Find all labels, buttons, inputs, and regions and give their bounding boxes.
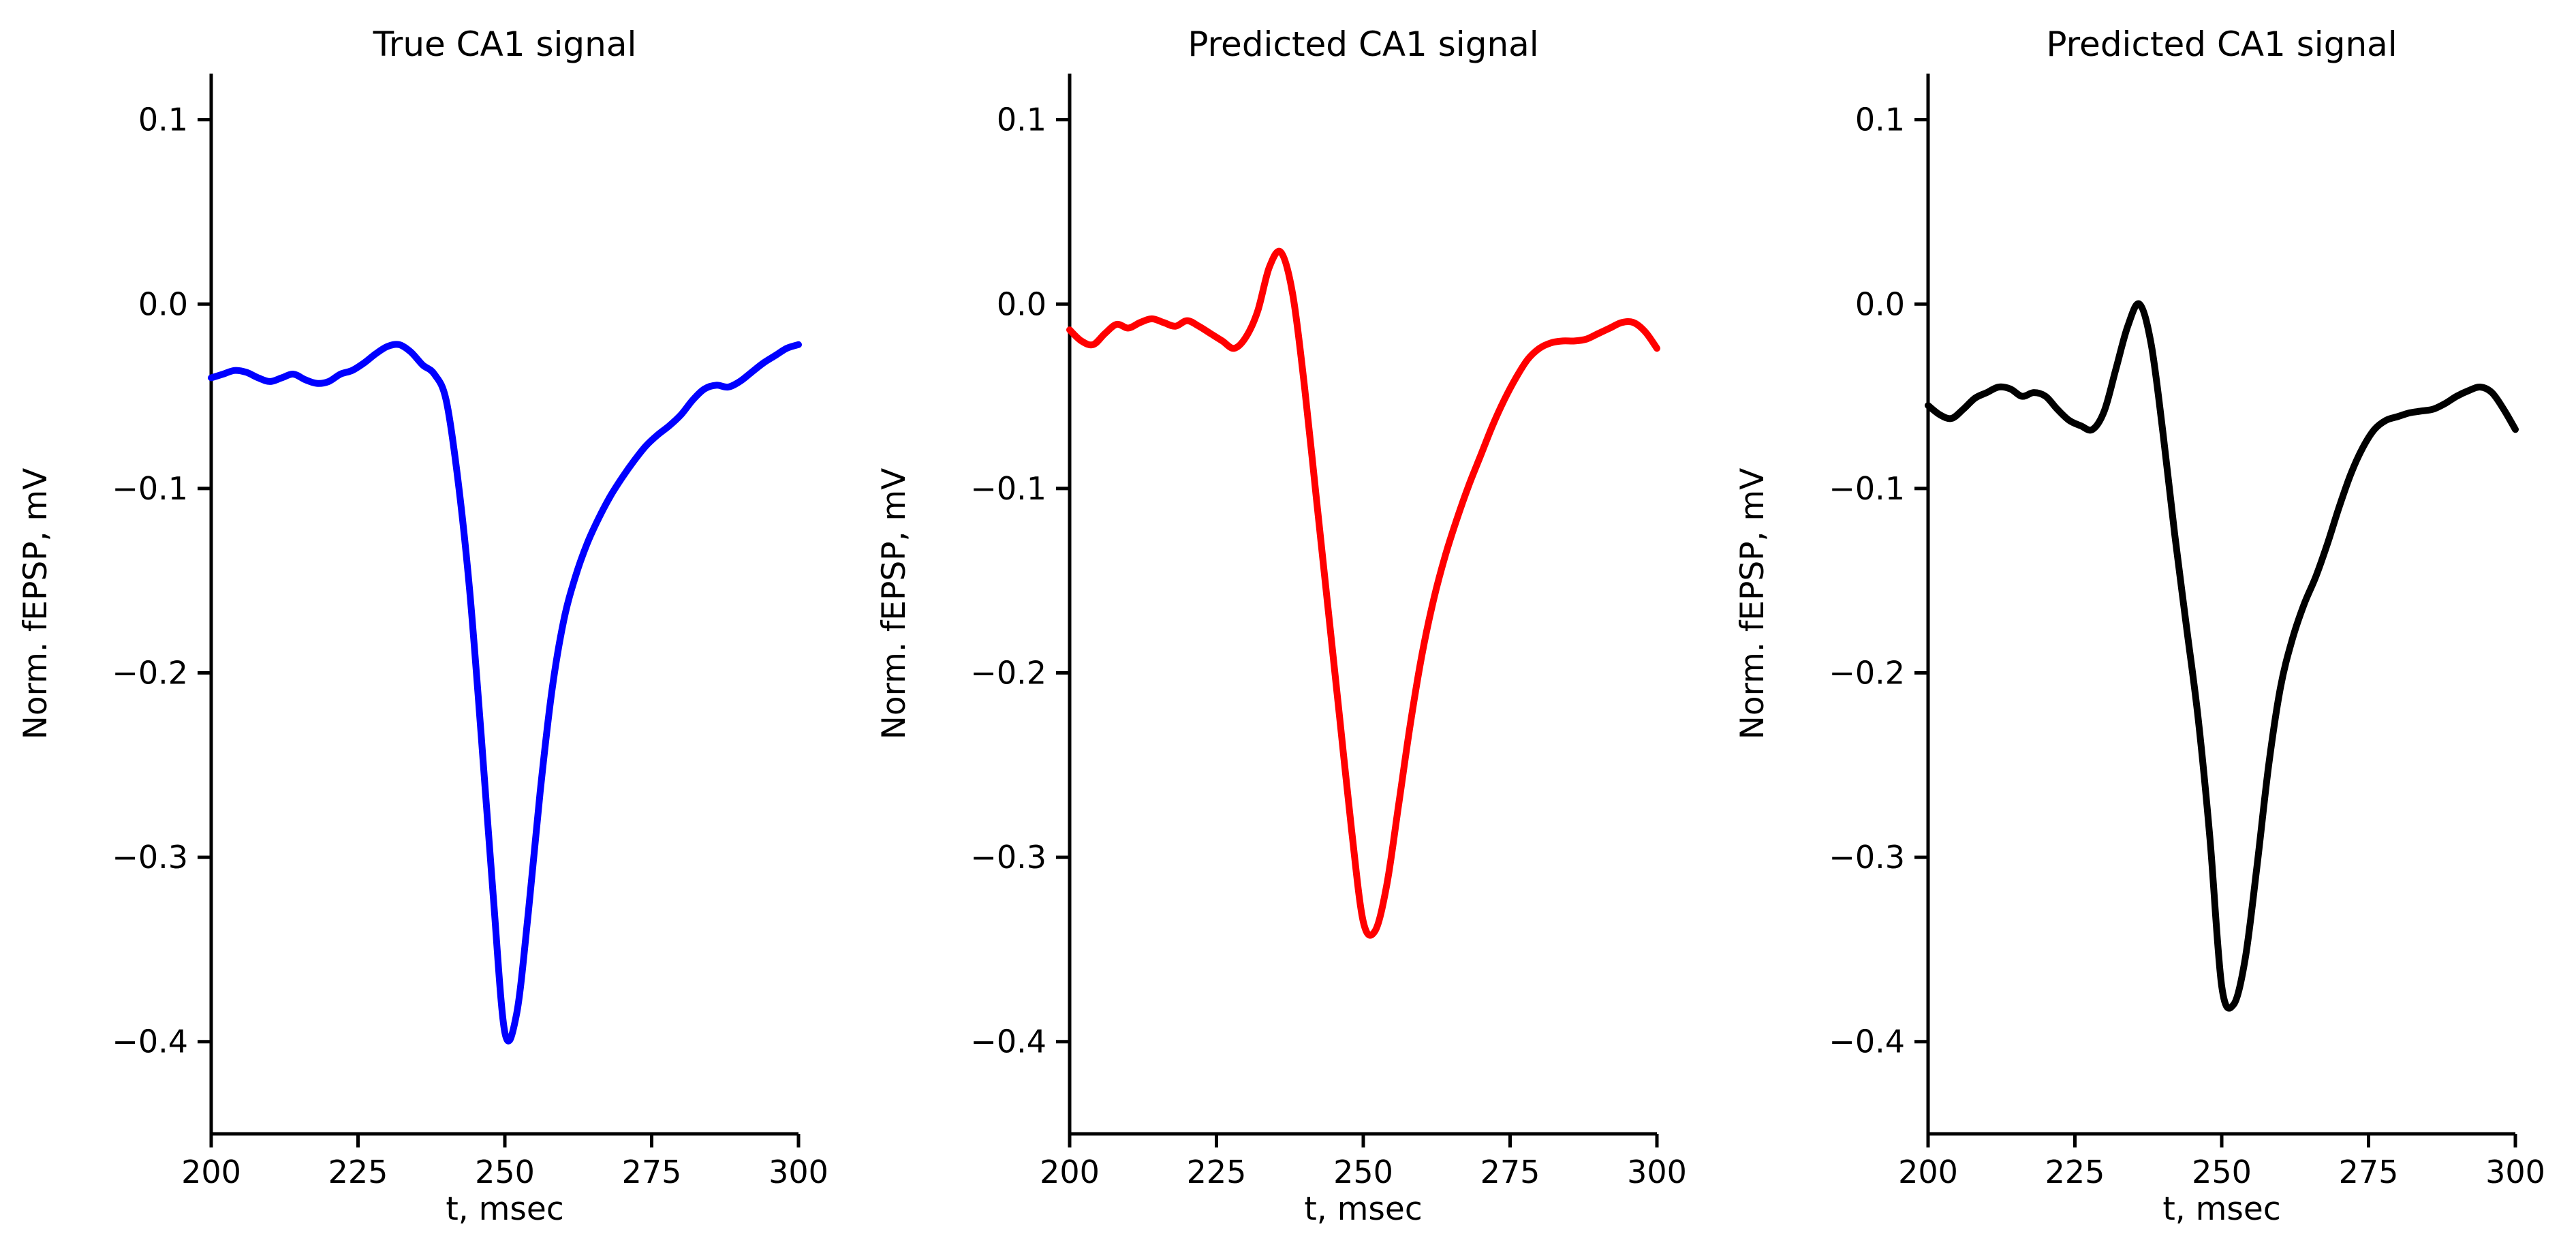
x-tick-label: 250 [475, 1154, 535, 1190]
y-tick-label: −0.1 [1829, 470, 1905, 507]
y-tick-label: −0.4 [970, 1023, 1046, 1060]
axis-spines [209, 74, 798, 1136]
subplot-true-ca1-signal: 200 225 250 275 300 0.1 0.0 −0.1 −0.2 −0.3 −0.4 Tru… [0, 0, 858, 1249]
signal-line [208, 341, 802, 1045]
signal-line [1066, 247, 1660, 939]
y-axis-label: Norm. fEPSP, mV [875, 468, 913, 740]
y-tick-label: −0.3 [112, 839, 188, 876]
y-tick-label: −0.4 [112, 1023, 188, 1060]
y-tick-label: −0.3 [970, 839, 1046, 876]
x-axis-label: t, msec [446, 1190, 563, 1228]
y-tick-label: 0.1 [997, 102, 1046, 138]
y-axis-label: Norm. fEPSP, mV [17, 468, 55, 740]
y-tick-label: −0.2 [112, 654, 188, 691]
x-axis-label: t, msec [2162, 1190, 2280, 1228]
chart-predicted-ca1-signal-2: 200 225 250 275 300 0.1 0.0 −0.1 −0.2 −0.3 −0.4 Pre… [1734, 25, 2545, 1228]
y-axis-label: Norm. fEPSP, mV [1734, 468, 1771, 740]
chart-true-ca1-signal: 200 225 250 275 300 0.1 0.0 −0.1 −0.2 −0.3 −0.4 Tru… [17, 25, 828, 1228]
chart-title: True CA1 signal [373, 25, 637, 64]
y-tick-label: 0.0 [138, 286, 188, 322]
x-tick-label: 300 [1627, 1154, 1687, 1190]
x-tick-label: 200 [181, 1154, 241, 1190]
y-tick-label: −0.2 [970, 654, 1046, 691]
signal-line [1925, 300, 2519, 1012]
x-tick-label: 225 [1187, 1154, 1247, 1190]
x-tick-label: 300 [2485, 1154, 2545, 1190]
y-tick-label: −0.3 [1829, 839, 1905, 876]
axis-spines [1068, 74, 1657, 1136]
y-tick-label: −0.4 [1829, 1023, 1905, 1060]
x-tick-label: 200 [1898, 1154, 1958, 1190]
y-tick-label: −0.2 [1829, 654, 1905, 691]
x-tick-label: 225 [328, 1154, 388, 1190]
x-tick-label: 225 [2045, 1154, 2105, 1190]
y-tick-label: 0.1 [138, 102, 188, 138]
y-tick-label: −0.1 [970, 470, 1046, 507]
chart-title: Predicted CA1 signal [2046, 25, 2397, 64]
x-tick-label: 300 [769, 1154, 828, 1190]
subplot-predicted-ca1-signal-1: 200 225 250 275 300 0.1 0.0 −0.1 −0.2 −0.3 −0.4 Pre… [858, 0, 1717, 1249]
x-tick-label: 275 [1480, 1154, 1540, 1190]
subplot-predicted-ca1-signal-2: 200 225 250 275 300 0.1 0.0 −0.1 −0.2 −0.3 −0.4 Pre… [1717, 0, 2575, 1249]
y-tick-label: 0.0 [997, 286, 1046, 322]
y-tick-label: −0.1 [112, 470, 188, 507]
y-tick-label: 0.1 [1855, 102, 1905, 138]
x-tick-label: 200 [1040, 1154, 1100, 1190]
x-tick-label: 250 [2192, 1154, 2252, 1190]
x-axis-label: t, msec [1304, 1190, 1422, 1228]
chart-title: Predicted CA1 signal [1188, 25, 1538, 64]
y-tick-label: 0.0 [1855, 286, 1905, 322]
x-tick-label: 275 [622, 1154, 682, 1190]
chart-predicted-ca1-signal-1: 200 225 250 275 300 0.1 0.0 −0.1 −0.2 −0.3 −0.4 Pre… [875, 25, 1687, 1228]
x-tick-label: 250 [1333, 1154, 1393, 1190]
x-tick-label: 275 [2339, 1154, 2399, 1190]
